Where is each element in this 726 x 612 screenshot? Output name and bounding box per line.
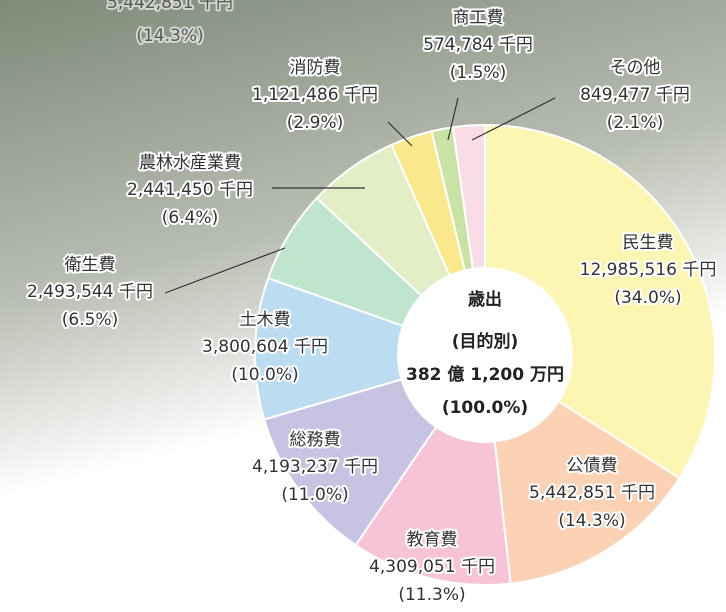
- percent-label: (11.3%): [398, 585, 465, 605]
- category-label: 民生費: [623, 233, 674, 253]
- value-label: 574,784 千円: [423, 35, 533, 55]
- percent-label: (11.0%): [281, 485, 348, 505]
- percent-label: (6.4%): [162, 208, 218, 228]
- value-label: 849,477 千円: [580, 85, 690, 105]
- percent-label: (6.5%): [62, 310, 118, 330]
- value-label: 3,800,604 千円: [202, 337, 328, 357]
- value-label: 2,441,450 千円: [127, 180, 253, 200]
- center-label: 歳出 (目的別) 382 億 1,200 万円 (100.0%): [397, 267, 573, 443]
- value-label: 4,193,237 千円: [252, 457, 378, 477]
- percent-label: (2.1%): [607, 113, 663, 133]
- value-label: 1,121,486 千円: [252, 85, 378, 105]
- center-title: 歳出: [468, 289, 502, 310]
- donut-hole: [397, 267, 573, 443]
- percent-label: (1.5%): [450, 63, 506, 83]
- center-percent: (100.0%): [442, 398, 528, 418]
- value-label: 5,442,851 千円: [529, 483, 655, 503]
- value-label: 2,493,544 千円: [27, 282, 153, 302]
- center-total: 382 億 1,200 万円: [406, 364, 564, 385]
- category-label: 土木費: [240, 310, 291, 330]
- category-label: その他: [610, 58, 661, 78]
- background-text: (14.3%): [136, 26, 203, 46]
- category-label: 農林水産業費: [139, 153, 241, 173]
- percent-label: (10.0%): [231, 365, 298, 385]
- percent-label: (2.9%): [287, 113, 343, 133]
- category-label: 教育費: [407, 530, 458, 550]
- category-label: 消防費: [290, 58, 341, 78]
- category-label: 総務費: [290, 430, 341, 450]
- leader-line: [164, 247, 286, 294]
- leader-line: [447, 97, 459, 141]
- background-text: 5,442,851 千円: [107, 0, 233, 13]
- slice: [254, 276, 489, 421]
- category-label: 衛生費: [65, 255, 116, 275]
- leader-line: [387, 121, 413, 147]
- percent-label: (14.3%): [558, 511, 625, 531]
- labels: 民生費 12,985,516 千円 (34.0%) 公債費 5,442,851 千円 (1…: [25, 6, 718, 607]
- category-label: 商工費: [453, 8, 504, 28]
- percent-label: (34.0%): [614, 288, 681, 308]
- value-label: 4,309,051 千円: [369, 557, 495, 577]
- value-label: 12,985,516 千円: [580, 260, 717, 280]
- center-subtitle: (目的別): [452, 331, 519, 352]
- leader-line: [471, 97, 556, 141]
- category-label: 公債費: [567, 456, 618, 476]
